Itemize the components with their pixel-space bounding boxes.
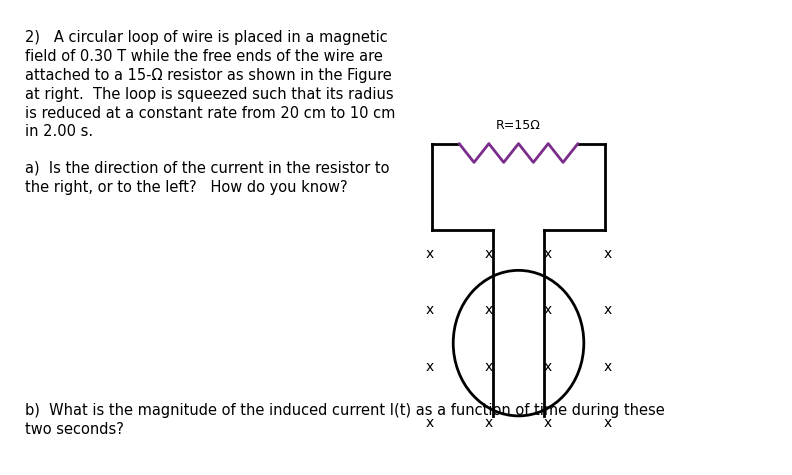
Text: x: x	[485, 247, 493, 261]
Text: 2)   A circular loop of wire is placed in a magnetic: 2) A circular loop of wire is placed in …	[25, 30, 388, 46]
Text: x: x	[604, 247, 611, 261]
Text: x: x	[544, 247, 552, 261]
Text: x: x	[544, 360, 552, 374]
Text: x: x	[544, 416, 552, 430]
Text: is reduced at a constant rate from 20 cm to 10 cm: is reduced at a constant rate from 20 cm…	[25, 105, 395, 121]
Text: x: x	[604, 360, 611, 374]
Text: at right.  The loop is squeezed such that its radius: at right. The loop is squeezed such that…	[25, 87, 394, 102]
Text: R=15Ω: R=15Ω	[496, 119, 541, 132]
Text: x: x	[604, 303, 611, 317]
Text: in 2.00 s.: in 2.00 s.	[25, 124, 93, 139]
Text: x: x	[485, 303, 493, 317]
Text: the right, or to the left?   How do you know?: the right, or to the left? How do you kn…	[25, 180, 348, 195]
Text: attached to a 15-Ω resistor as shown in the Figure: attached to a 15-Ω resistor as shown in …	[25, 68, 392, 83]
Text: two seconds?: two seconds?	[25, 422, 124, 437]
Text: x: x	[425, 247, 433, 261]
Text: x: x	[425, 303, 433, 317]
Text: x: x	[425, 360, 433, 374]
Text: x: x	[485, 416, 493, 430]
Text: a)  Is the direction of the current in the resistor to: a) Is the direction of the current in th…	[25, 161, 390, 176]
Text: x: x	[544, 303, 552, 317]
Text: x: x	[485, 360, 493, 374]
Text: x: x	[604, 416, 611, 430]
Text: b)  What is the magnitude of the induced current I(t) as a function of time duri: b) What is the magnitude of the induced …	[25, 403, 664, 418]
Text: field of 0.30 T while the free ends of the wire are: field of 0.30 T while the free ends of t…	[25, 49, 383, 64]
Text: x: x	[425, 416, 433, 430]
